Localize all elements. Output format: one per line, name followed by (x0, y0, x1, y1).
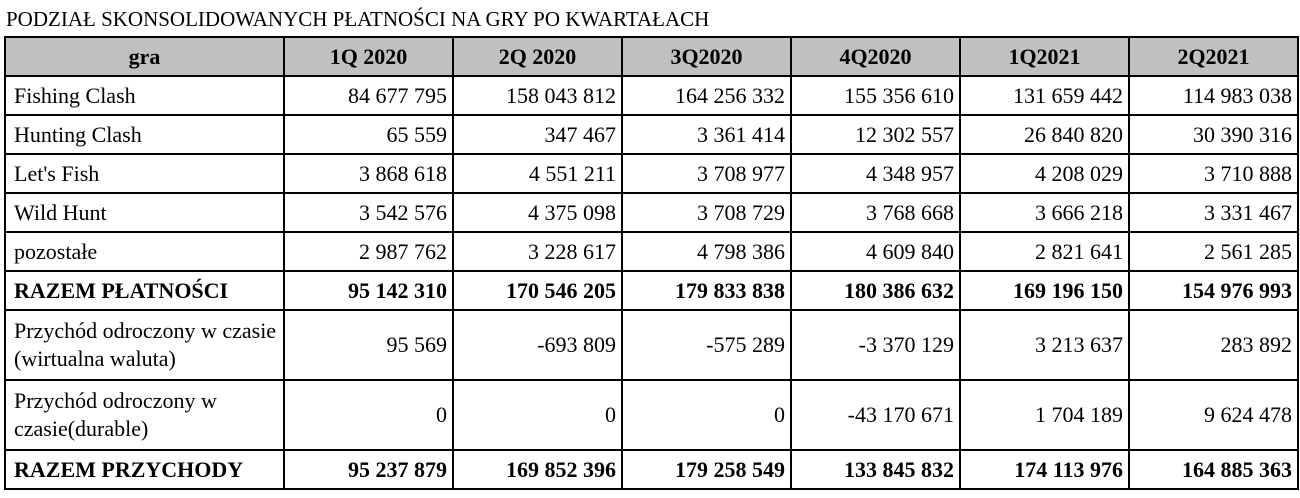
column-header-2q2021: 2Q2021 (1128, 36, 1299, 77)
table-cell: 3 708 977 (621, 153, 792, 194)
table-cell: 179 258 549 (621, 449, 792, 490)
table-row: Fishing Clash 84 677 795 158 043 812 164… (4, 75, 1299, 116)
table-cell: 169 196 150 (959, 270, 1130, 311)
table-row: Let's Fish 3 868 618 4 551 211 3 708 977… (4, 153, 1299, 194)
table-cell: 170 546 205 (452, 270, 623, 311)
table-cell: 4 798 386 (621, 231, 792, 272)
table-cell: 95 569 (283, 309, 454, 381)
table-cell: 95 237 879 (283, 449, 454, 490)
table-header-row: gra 1Q 2020 2Q 2020 3Q2020 4Q2020 1Q2021… (4, 36, 1299, 77)
table-cell: 174 113 976 (959, 449, 1130, 490)
total-payments-row: RAZEM PŁATNOŚCI 95 142 310 170 546 205 1… (4, 270, 1299, 311)
table-cell: 2 987 762 (283, 231, 454, 272)
column-header-2q2020: 2Q 2020 (452, 36, 623, 77)
table-cell: 283 892 (1128, 309, 1299, 381)
table-cell: 158 043 812 (452, 75, 623, 116)
table-row: Hunting Clash 65 559 347 467 3 361 414 1… (4, 114, 1299, 155)
row-label: Fishing Clash (4, 75, 285, 116)
payments-table: gra 1Q 2020 2Q 2020 3Q2020 4Q2020 1Q2021… (4, 36, 1299, 490)
column-header-game: gra (4, 36, 285, 77)
table-cell: 1 704 189 (959, 379, 1130, 451)
table-row: Przychód odroczony w czasie(durable) 0 0… (4, 379, 1299, 451)
table-cell: 164 885 363 (1128, 449, 1299, 490)
table-cell: 179 833 838 (621, 270, 792, 311)
table-cell: 30 390 316 (1128, 114, 1299, 155)
table-cell: 3 868 618 (283, 153, 454, 194)
table-row: Przychód odroczony w czasie (wirtualna w… (4, 309, 1299, 381)
column-header-1q2020: 1Q 2020 (283, 36, 454, 77)
table-cell: 9 624 478 (1128, 379, 1299, 451)
table-cell: 154 976 993 (1128, 270, 1299, 311)
table-cell: 4 609 840 (790, 231, 961, 272)
page-title: PODZIAŁ SKONSOLIDOWANYCH PŁATNOŚCI NA GR… (6, 7, 710, 31)
row-label: RAZEM PRZYCHODY (4, 449, 285, 490)
table-cell: 26 840 820 (959, 114, 1130, 155)
row-label: pozostałe (4, 231, 285, 272)
table-cell: 180 386 632 (790, 270, 961, 311)
table-cell: 2 821 641 (959, 231, 1130, 272)
row-label: Przychód odroczony w czasie (wirtualna w… (4, 309, 285, 381)
table-cell: 65 559 (283, 114, 454, 155)
table-cell: 12 302 557 (790, 114, 961, 155)
column-header-1q2021: 1Q2021 (959, 36, 1130, 77)
table-row: pozostałe 2 987 762 3 228 617 4 798 386 … (4, 231, 1299, 272)
table-cell: 3 361 414 (621, 114, 792, 155)
table-cell: 0 (452, 379, 623, 451)
table-cell: 4 348 957 (790, 153, 961, 194)
table-cell: 347 467 (452, 114, 623, 155)
table-cell: 3 228 617 (452, 231, 623, 272)
column-header-3q2020: 3Q2020 (621, 36, 792, 77)
table-cell: -43 170 671 (790, 379, 961, 451)
column-header-4q2020: 4Q2020 (790, 36, 961, 77)
table-cell: 3 708 729 (621, 192, 792, 233)
table-row: Wild Hunt 3 542 576 4 375 098 3 708 729 … (4, 192, 1299, 233)
table-cell: 0 (283, 379, 454, 451)
table-cell: -575 289 (621, 309, 792, 381)
row-label: Hunting Clash (4, 114, 285, 155)
row-label: RAZEM PŁATNOŚCI (4, 270, 285, 311)
row-label: Przychód odroczony w czasie(durable) (4, 379, 285, 451)
table-cell: -693 809 (452, 309, 623, 381)
table-cell: 4 375 098 (452, 192, 623, 233)
table-cell: 3 331 467 (1128, 192, 1299, 233)
row-label: Let's Fish (4, 153, 285, 194)
table-cell: 3 213 637 (959, 309, 1130, 381)
table-cell: 3 666 218 (959, 192, 1130, 233)
table-cell: 0 (621, 379, 792, 451)
table-cell: 131 659 442 (959, 75, 1130, 116)
table-cell: 169 852 396 (452, 449, 623, 490)
table-cell: 95 142 310 (283, 270, 454, 311)
table-cell: 84 677 795 (283, 75, 454, 116)
table-cell: 3 710 888 (1128, 153, 1299, 194)
total-revenue-row: RAZEM PRZYCHODY 95 237 879 169 852 396 1… (4, 449, 1299, 490)
table-cell: 133 845 832 (790, 449, 961, 490)
table-cell: 4 551 211 (452, 153, 623, 194)
table-cell: 2 561 285 (1128, 231, 1299, 272)
table-cell: 3 542 576 (283, 192, 454, 233)
table-cell: 114 983 038 (1128, 75, 1299, 116)
table-cell: 164 256 332 (621, 75, 792, 116)
table-cell: -3 370 129 (790, 309, 961, 381)
table-cell: 155 356 610 (790, 75, 961, 116)
table-cell: 3 768 668 (790, 192, 961, 233)
table-cell: 4 208 029 (959, 153, 1130, 194)
row-label: Wild Hunt (4, 192, 285, 233)
